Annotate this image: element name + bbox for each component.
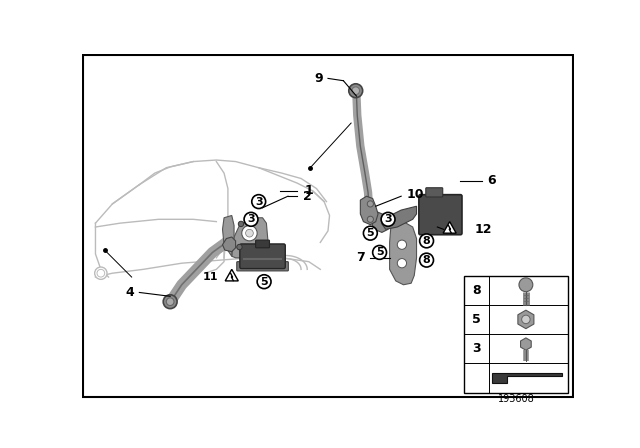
Text: 5: 5 (367, 228, 374, 238)
Circle shape (367, 216, 373, 222)
Circle shape (242, 225, 257, 241)
Polygon shape (371, 211, 390, 233)
Circle shape (163, 295, 177, 309)
Text: 3: 3 (255, 197, 262, 207)
Bar (464, 276, 568, 392)
Circle shape (252, 195, 266, 208)
Polygon shape (492, 373, 562, 383)
Circle shape (364, 226, 378, 240)
Polygon shape (382, 206, 417, 229)
Polygon shape (390, 222, 417, 285)
Circle shape (420, 253, 433, 267)
Polygon shape (443, 222, 456, 233)
Polygon shape (223, 215, 234, 256)
Polygon shape (223, 237, 236, 252)
Text: 10: 10 (406, 188, 424, 201)
Text: 3: 3 (472, 342, 481, 355)
Text: 4: 4 (125, 286, 134, 299)
Circle shape (238, 221, 244, 227)
Polygon shape (360, 196, 378, 225)
FancyBboxPatch shape (237, 262, 289, 271)
Circle shape (519, 278, 533, 292)
FancyBboxPatch shape (255, 240, 269, 248)
FancyBboxPatch shape (419, 195, 462, 235)
Circle shape (244, 212, 258, 226)
Circle shape (420, 234, 433, 248)
FancyBboxPatch shape (426, 188, 443, 197)
Text: 8: 8 (422, 236, 431, 246)
Text: 1: 1 (305, 184, 314, 197)
Circle shape (381, 212, 395, 226)
Circle shape (246, 229, 253, 237)
Circle shape (95, 267, 107, 280)
Text: 2: 2 (303, 190, 312, 202)
Circle shape (522, 315, 530, 323)
Text: 9: 9 (314, 72, 323, 85)
Polygon shape (232, 218, 268, 258)
Circle shape (397, 240, 406, 250)
Text: 193608: 193608 (498, 394, 534, 404)
Circle shape (257, 275, 271, 289)
Circle shape (349, 84, 363, 98)
Circle shape (367, 201, 373, 207)
Text: 12: 12 (474, 223, 492, 236)
Text: 5: 5 (376, 247, 383, 258)
Text: 3: 3 (247, 214, 255, 224)
Text: 5: 5 (260, 277, 268, 287)
Text: 5: 5 (472, 313, 481, 326)
Text: 6: 6 (488, 174, 496, 187)
Text: 8: 8 (472, 284, 481, 297)
Circle shape (237, 244, 242, 250)
Polygon shape (225, 269, 238, 281)
Circle shape (166, 298, 174, 306)
Text: 11: 11 (203, 272, 219, 282)
Circle shape (352, 87, 360, 95)
Circle shape (372, 246, 387, 259)
FancyBboxPatch shape (240, 244, 285, 269)
Text: 7: 7 (356, 251, 365, 264)
Circle shape (397, 258, 406, 268)
Text: 3: 3 (384, 214, 392, 224)
Circle shape (97, 269, 105, 277)
Text: 8: 8 (422, 255, 431, 265)
